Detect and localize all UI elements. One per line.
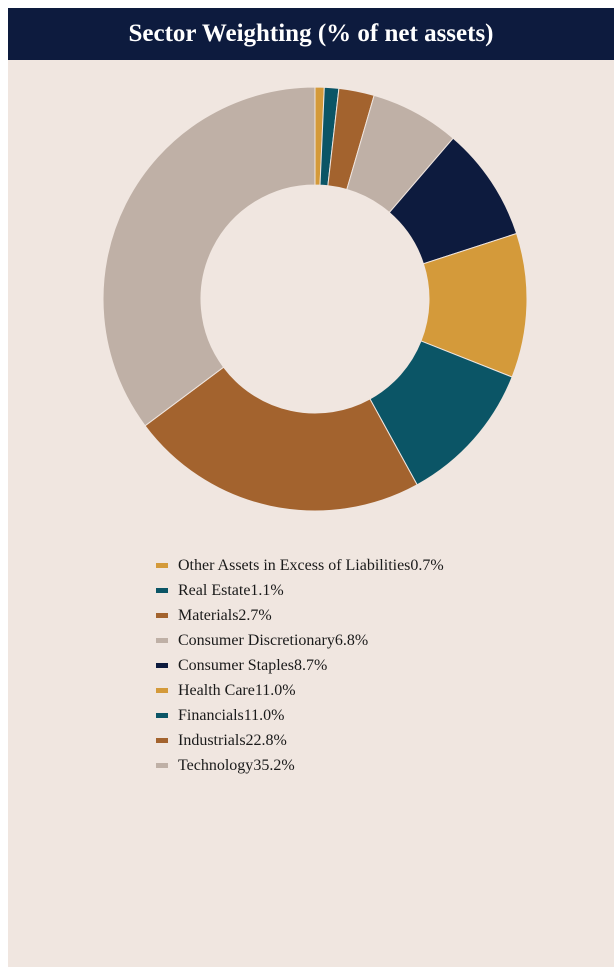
- donut-chart: [102, 86, 528, 512]
- legend-swatch: [156, 688, 168, 693]
- legend-value: 2.7%: [238, 606, 272, 624]
- chart-header: Sector Weighting (% of net assets): [8, 8, 614, 60]
- legend-value: 0.7%: [410, 556, 444, 574]
- legend-label: Technology: [178, 756, 254, 774]
- legend-label: Consumer Staples: [178, 656, 294, 674]
- legend-label: Health Care: [178, 681, 255, 699]
- legend-label: Industrials: [178, 731, 246, 749]
- legend-value: 1.1%: [250, 581, 284, 599]
- legend-item: Health Care 11.0%: [156, 678, 444, 703]
- legend-value: 22.8%: [245, 731, 287, 749]
- legend-item: Other Assets in Excess of Liabilities 0.…: [156, 553, 444, 578]
- chart-panel: Sector Weighting (% of net assets) Other…: [8, 8, 614, 967]
- legend-label: Consumer Discretionary: [178, 631, 335, 649]
- legend-item: Industrials 22.8%: [156, 728, 444, 753]
- legend-item: Real Estate 1.1%: [156, 578, 444, 603]
- legend-label: Other Assets in Excess of Liabilities: [178, 556, 411, 574]
- legend-swatch: [156, 638, 168, 643]
- legend-label: Materials: [178, 606, 239, 624]
- legend-swatch: [156, 613, 168, 618]
- legend-swatch: [156, 588, 168, 593]
- legend-value: 6.8%: [334, 631, 369, 649]
- legend-value: 35.2%: [253, 756, 295, 774]
- legend-swatch: [156, 763, 168, 768]
- donut-slice-technology: [102, 86, 316, 427]
- legend-swatch: [156, 713, 168, 718]
- legend-item: Consumer Staples 8.7%: [156, 653, 444, 678]
- legend-label: Real Estate: [178, 581, 251, 599]
- legend-label: Financials: [178, 706, 244, 724]
- legend-swatch: [156, 738, 168, 743]
- legend-swatch: [156, 563, 168, 568]
- legend-value: 11.0%: [243, 706, 285, 724]
- legend-value: 11.0%: [254, 681, 296, 699]
- legend-item: Materials 2.7%: [156, 603, 444, 628]
- legend-item: Financials 11.0%: [156, 703, 444, 728]
- legend-item: Consumer Discretionary 6.8%: [156, 628, 444, 653]
- legend-item: Technology 35.2%: [156, 753, 444, 778]
- chart-title: Sector Weighting (% of net assets): [128, 20, 494, 47]
- chart-legend: Other Assets in Excess of Liabilities 0.…: [156, 553, 444, 778]
- legend-swatch: [156, 663, 168, 668]
- donut-slice-industrials: [144, 366, 418, 512]
- legend-value: 8.7%: [294, 656, 328, 674]
